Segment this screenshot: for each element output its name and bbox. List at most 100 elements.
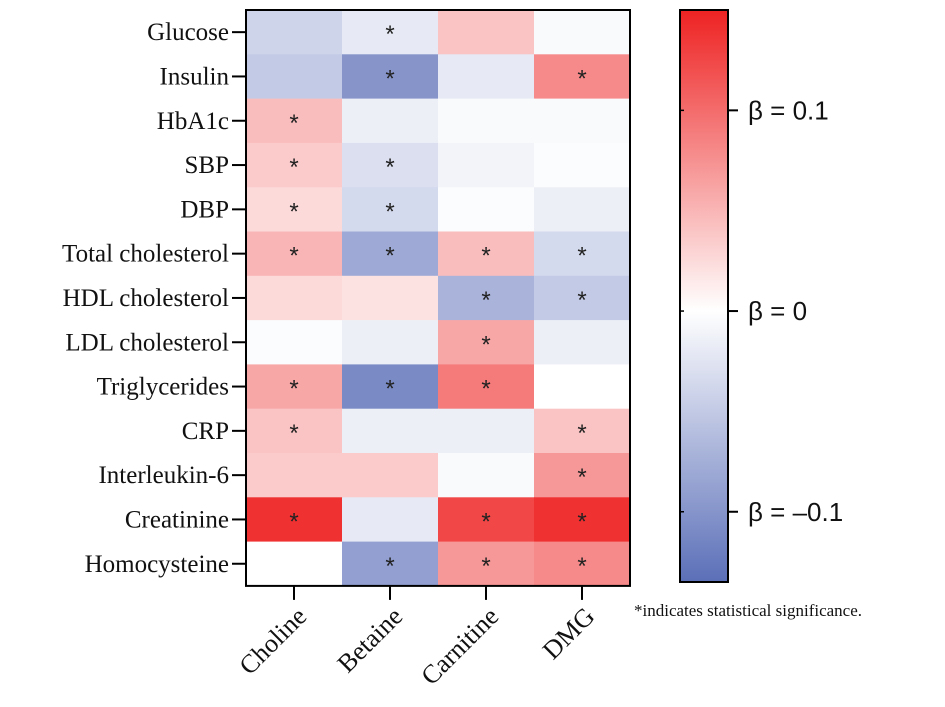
heatmap-cell <box>438 364 535 410</box>
row-label: HDL cholesterol <box>63 285 229 312</box>
colorbar-tick-label: β = 0 <box>748 296 807 326</box>
heatmap-cell <box>342 497 439 543</box>
significance-star: * <box>577 553 586 580</box>
column-label: Betaine <box>332 602 409 679</box>
row-label: DBP <box>180 196 229 223</box>
heatmap-cell <box>438 275 535 321</box>
significance-star: * <box>577 464 586 491</box>
significance-star: * <box>385 553 394 580</box>
significance-star: * <box>481 243 490 270</box>
heatmap-cell <box>246 275 343 321</box>
heatmap-cell <box>246 364 343 410</box>
heatmap-cell <box>438 541 535 587</box>
significance-star: * <box>577 287 586 314</box>
significance-markers: * * * * * * * * * * * * * * * * * * * * * * * * * * * <box>289 21 586 580</box>
significance-star: * <box>481 508 490 535</box>
row-label: Interleukin-6 <box>98 462 229 489</box>
significance-star: * <box>577 243 586 270</box>
row-label: Triglycerides <box>97 374 229 401</box>
significance-star: * <box>385 21 394 48</box>
heatmap-cell <box>246 142 343 188</box>
heatmap-cell <box>342 275 439 321</box>
heatmap-cell <box>534 497 631 543</box>
heatmap-cell <box>438 187 535 232</box>
significance-star: * <box>289 243 298 270</box>
heatmap-cell <box>342 320 439 365</box>
significance-star: * <box>289 508 298 535</box>
heatmap-cell <box>342 364 439 410</box>
significance-star: * <box>289 110 298 137</box>
significance-star: * <box>577 65 586 92</box>
heatmap-cell <box>342 408 439 454</box>
column-labels: Choline Betaine Carnitine DMG <box>234 585 600 691</box>
heatmap-cells <box>246 10 631 587</box>
row-label: Glucose <box>147 19 229 46</box>
heatmap-cell <box>534 320 631 365</box>
heatmap-cell <box>246 497 343 543</box>
colorbar-tick-label: β = 0.1 <box>748 95 829 125</box>
significance-footnote: *indicates statistical significance. <box>634 601 862 620</box>
heatmap-cell <box>438 98 535 144</box>
heatmap-cell <box>534 408 631 454</box>
heatmap-cell <box>534 98 631 144</box>
row-label: Homocysteine <box>85 551 229 578</box>
heatmap-cell <box>342 187 439 232</box>
heatmap-cell <box>342 541 439 587</box>
significance-star: * <box>481 287 490 314</box>
heatmap-cell <box>438 453 535 498</box>
heatmap-cell <box>246 408 343 454</box>
heatmap-cell <box>246 10 343 55</box>
row-label: LDL cholesterol <box>65 329 229 356</box>
significance-star: * <box>289 376 298 403</box>
heatmap-cell <box>534 453 631 498</box>
heatmap-cell <box>438 408 535 454</box>
heatmap-cell <box>534 364 631 410</box>
row-label: CRP <box>182 418 229 445</box>
heatmap-cell <box>438 497 535 543</box>
significance-star: * <box>385 65 394 92</box>
heatmap-cell <box>246 187 343 232</box>
heatmap-cell <box>342 98 439 144</box>
heatmap-cell <box>342 10 439 55</box>
row-label: Creatinine <box>125 506 229 533</box>
significance-star: * <box>577 420 586 447</box>
significance-star: * <box>289 154 298 181</box>
row-label: SBP <box>185 152 229 179</box>
heatmap-cell <box>342 453 439 498</box>
significance-star: * <box>385 154 394 181</box>
significance-star: * <box>577 508 586 535</box>
significance-star: * <box>385 376 394 403</box>
significance-star: * <box>289 420 298 447</box>
heatmap-cell <box>246 54 343 100</box>
significance-star: * <box>385 198 394 225</box>
row-labels: Glucose Insulin HbA1c SBP DBP Total cholester… <box>62 19 246 578</box>
significance-star: * <box>481 376 490 403</box>
heatmap-cell <box>342 231 439 277</box>
row-label: HbA1c <box>157 108 229 135</box>
heatmap-cell <box>534 54 631 100</box>
column-label: DMG <box>537 602 600 665</box>
heatmap-cell <box>342 54 439 100</box>
heatmap-cell <box>246 541 343 587</box>
heatmap-cell <box>438 231 535 277</box>
heatmap-cell <box>342 142 439 188</box>
heatmap-cell <box>246 231 343 277</box>
heatmap-cell <box>534 10 631 55</box>
heatmap-cell <box>246 320 343 365</box>
significance-star: * <box>481 553 490 580</box>
row-label: Insulin <box>160 63 230 90</box>
column-label: Carnitine <box>415 602 504 691</box>
colorbar-tick-label: β = –0.1 <box>748 497 843 527</box>
heatmap-cell <box>246 453 343 498</box>
column-label: Choline <box>234 602 313 681</box>
significance-star: * <box>289 198 298 225</box>
colorbar: β = 0.1 β = 0 β = –0.1 <box>679 9 843 583</box>
heatmap-cell <box>534 231 631 277</box>
heatmap-cell <box>438 10 535 55</box>
heatmap-cell <box>438 54 535 100</box>
heatmap-cell <box>534 187 631 232</box>
heatmap-cell <box>534 275 631 321</box>
significance-star: * <box>385 243 394 270</box>
heatmap-cell <box>534 541 631 587</box>
